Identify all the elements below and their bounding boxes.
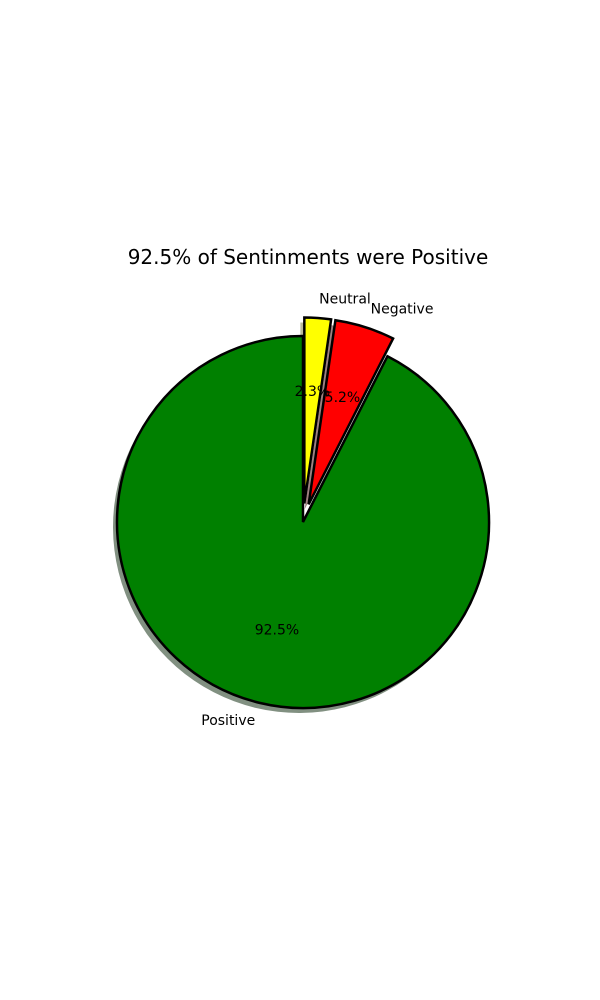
pie-slice-negative	[307, 318, 395, 505]
pie-slice-positive	[115, 334, 491, 710]
pct-label-negative: 5.2%	[325, 390, 361, 406]
pie-slice-neutral	[303, 316, 333, 504]
label-layer: Positive 92.5% Negative 5.2% Neutral 2.3%	[201, 291, 433, 729]
pct-label-neutral: 2.3%	[295, 384, 331, 400]
slice-label-positive: Positive	[201, 713, 255, 729]
chart-title: 92.5% of Sentinments were Positive	[128, 245, 489, 269]
slice-layer	[115, 316, 491, 710]
slice-label-neutral: Neutral	[319, 291, 371, 307]
pct-label-positive: 92.5%	[255, 623, 299, 639]
slice-label-negative: Negative	[371, 301, 434, 317]
